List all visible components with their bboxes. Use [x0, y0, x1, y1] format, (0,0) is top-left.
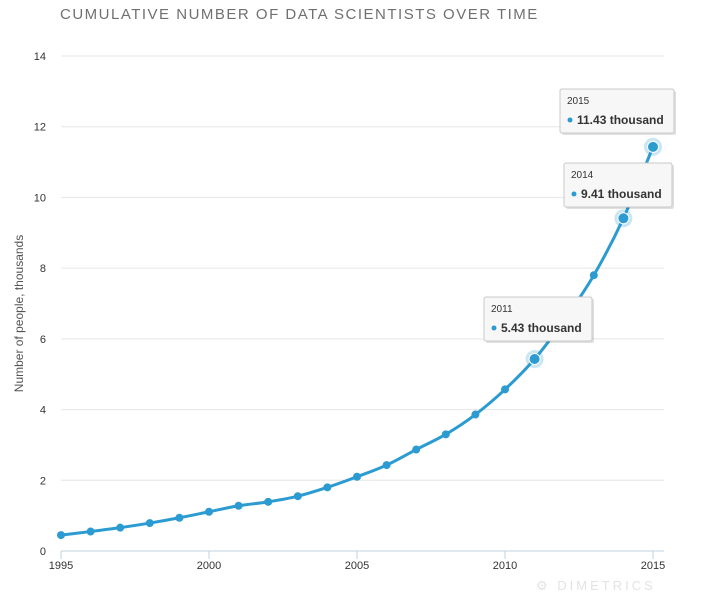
y-tick-label: 10 [34, 192, 46, 204]
data-point [175, 513, 184, 522]
tooltip-2011: 2011 5.43 thousand [483, 296, 594, 343]
data-point [57, 531, 65, 540]
tooltip-box [483, 296, 593, 342]
tooltip-box [559, 88, 675, 134]
y-tick-label: 4 [40, 405, 46, 417]
data-point [353, 472, 361, 481]
tooltip-2014: 2014 9.41 thousand [563, 162, 674, 209]
tooltip-year: 2015 [567, 96, 590, 107]
data-point [264, 497, 273, 506]
x-tick-label: 2000 [197, 560, 221, 572]
tooltip-value: 5.43 thousand [501, 321, 582, 335]
data-point [412, 445, 421, 454]
tooltip-year: 2011 [491, 304, 513, 315]
data-point [589, 271, 598, 280]
data-point [323, 483, 332, 492]
data-point [86, 527, 95, 536]
data-point [441, 430, 450, 439]
tooltip-bullet [567, 117, 573, 123]
x-tick-label: 2010 [493, 560, 517, 572]
x-tick-label: 1995 [49, 560, 73, 572]
tooltip-bullet [571, 191, 577, 197]
y-axis-title: Number of people, thousands [12, 235, 26, 392]
chart-title: CUMULATIVE NUMBER OF DATA SCIENTISTS OVE… [60, 6, 539, 23]
y-tick-label: 12 [34, 122, 46, 134]
tooltip-year: 2014 [571, 170, 594, 181]
y-tick-label: 8 [40, 263, 46, 275]
y-tick-label: 14 [34, 51, 46, 63]
tooltip-box [563, 162, 673, 208]
data-point [234, 501, 243, 510]
data-point-highlighted [617, 212, 630, 225]
y-tick-label: 6 [40, 334, 46, 346]
axes: 0 2 4 6 8 10 12 14 1995 2000 2005 2010 2015 Number of… [12, 51, 665, 572]
tooltip-value: 11.43 thousand [577, 113, 664, 127]
data-point [205, 507, 213, 516]
y-tick-label: 0 [40, 546, 46, 558]
data-point-highlighted [528, 353, 541, 366]
x-tick-label: 2005 [345, 560, 369, 572]
data-point [293, 492, 302, 501]
watermark-logo: ⚙ DIMETRICS [536, 578, 656, 593]
tooltips: 2011 5.43 thousand 2014 9.41 thousand 2015 11… [483, 88, 676, 343]
data-point [116, 523, 125, 532]
tooltip-2015: 2015 11.43 thousand [559, 88, 676, 135]
data-point [145, 519, 154, 528]
data-point [471, 410, 480, 419]
data-point [501, 385, 509, 394]
data-point [382, 461, 391, 470]
y-tick-label: 2 [40, 475, 46, 487]
tooltip-bullet [491, 325, 497, 331]
data-point-highlighted [647, 140, 659, 153]
x-tick-label: 2015 [641, 560, 665, 572]
tooltip-value: 9.41 thousand [581, 187, 662, 201]
